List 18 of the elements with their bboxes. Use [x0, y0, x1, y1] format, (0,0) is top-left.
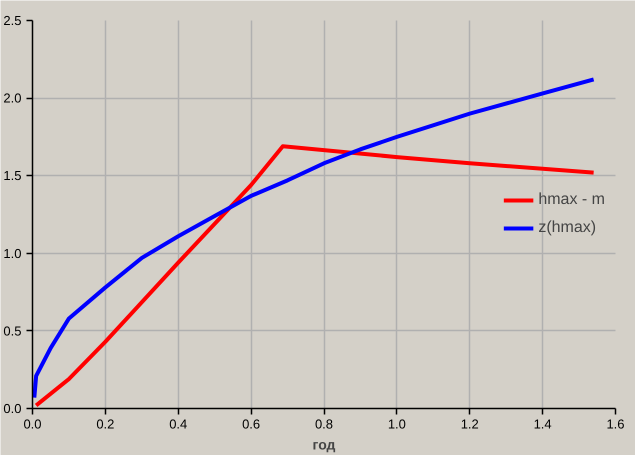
x-tick-label: 1.2	[460, 416, 479, 432]
y-tick-label: 1.0	[3, 246, 22, 261]
y-tick-label: 2.0	[3, 90, 22, 106]
y-tick-label: 0.5	[3, 323, 22, 338]
y-tick-label: 0.0	[3, 401, 22, 416]
x-tick-label: 0.8	[314, 416, 334, 432]
x-tick-label: 0.0	[23, 416, 42, 432]
legend-label: hmax - m	[538, 191, 605, 209]
legend-label: z(hmax)	[538, 219, 596, 237]
x-axis-title: год	[312, 436, 336, 452]
x-tick-label: 1.4	[534, 416, 552, 432]
y-tick-label: 1.5	[3, 168, 22, 184]
x-tick-label: 0.4	[169, 416, 188, 432]
x-tick-label: 0.6	[242, 416, 260, 432]
x-tick-label: 1.0	[388, 416, 406, 432]
x-tick-label: 1.6	[606, 416, 625, 432]
y-tick-label: 2.5	[3, 13, 22, 28]
x-tick-label: 0.2	[96, 416, 114, 432]
